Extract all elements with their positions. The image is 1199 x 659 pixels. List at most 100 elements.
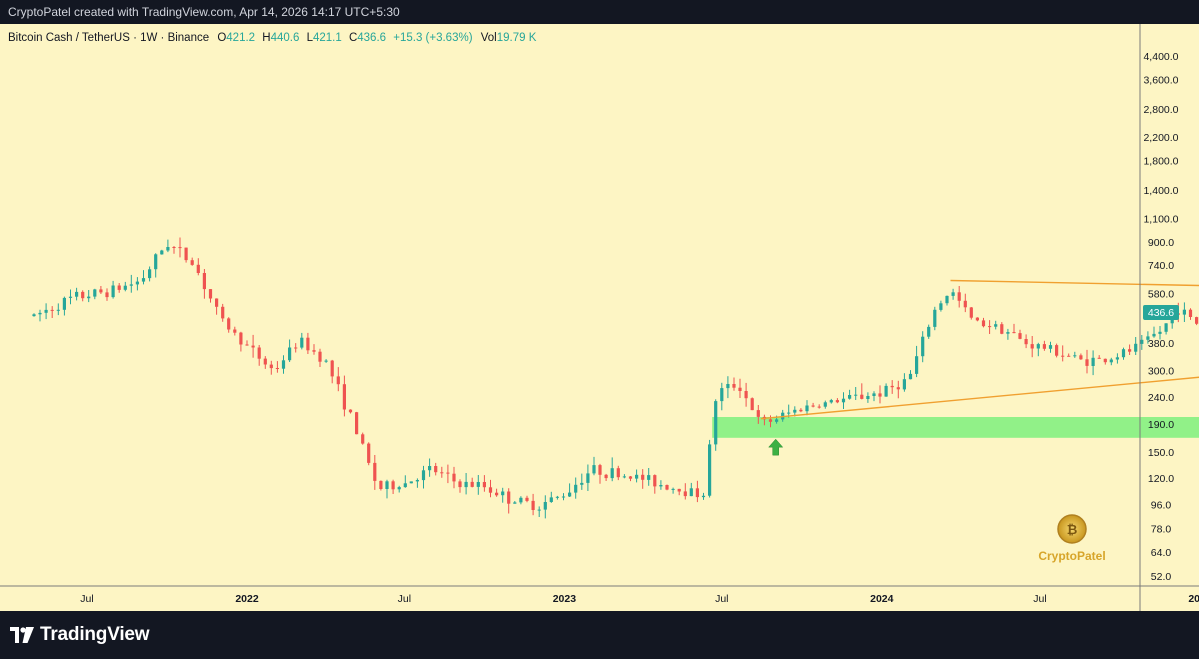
candle-body (884, 385, 888, 397)
candle-body (403, 483, 407, 488)
candle (689, 482, 693, 497)
candle (525, 495, 529, 503)
y-tick-label: 380.0 (1148, 338, 1174, 350)
candle (878, 385, 882, 404)
candle (172, 246, 176, 254)
candle (945, 295, 949, 306)
candle-body (221, 306, 225, 319)
candle-body (1109, 359, 1113, 363)
candle-body (683, 491, 687, 497)
candle-body (1048, 345, 1053, 349)
candle (1097, 355, 1101, 359)
candle-body (1061, 355, 1065, 357)
candle-body (87, 296, 91, 299)
candle (695, 480, 699, 503)
candle (1188, 308, 1193, 320)
candle (50, 306, 54, 318)
candle (421, 465, 426, 489)
candle (87, 290, 91, 303)
candle-body (239, 332, 243, 345)
candle (829, 398, 833, 404)
candle-body (969, 307, 973, 318)
candle (129, 274, 133, 293)
candle (1195, 316, 1199, 326)
y-tick-label: 150.0 (1148, 447, 1174, 459)
candle-body (336, 376, 340, 385)
tradingview-logo-text: TradingView (40, 624, 150, 645)
candle (1000, 322, 1004, 335)
candle (902, 373, 906, 392)
y-tick-label: 2,200.0 (1143, 132, 1178, 144)
candle (1152, 326, 1156, 338)
candle-body (829, 400, 833, 403)
candle-body (647, 475, 651, 480)
candle (397, 485, 401, 493)
candle-body (738, 387, 742, 391)
candle-body (921, 336, 925, 357)
y-tick-label: 1,800.0 (1143, 156, 1178, 168)
candle (300, 332, 304, 350)
candle-body (330, 360, 334, 377)
candle (428, 458, 432, 477)
candle-body (172, 247, 176, 248)
candle-body (586, 473, 590, 483)
candle (683, 483, 687, 500)
legend-open: 421.2 (226, 32, 255, 44)
candle-body (908, 373, 913, 380)
candle (854, 387, 858, 400)
candle (434, 462, 438, 476)
candle-body (604, 474, 608, 479)
candle (1103, 358, 1107, 365)
candle-body (963, 300, 967, 308)
price-chart[interactable]: Resistance TLSupport TLSupport 4,400.03,… (0, 24, 1199, 611)
candle (123, 281, 127, 292)
candle (488, 479, 493, 498)
candle (1085, 349, 1089, 374)
candle-body (641, 474, 645, 480)
candle (391, 479, 395, 494)
candle (75, 287, 79, 301)
resistance-trendline[interactable] (950, 279, 1199, 299)
support-zone[interactable] (712, 417, 1199, 438)
y-tick-label: 300.0 (1148, 366, 1174, 378)
candle (744, 382, 748, 407)
candle-body (391, 481, 395, 490)
candle (549, 491, 553, 503)
candle-body (367, 443, 371, 463)
candle (616, 465, 620, 481)
candle-body (866, 396, 870, 399)
candle-body (257, 347, 261, 359)
candle-body (525, 497, 529, 501)
candle (1067, 353, 1071, 357)
candle-body (677, 488, 681, 492)
candle-body (81, 291, 85, 299)
y-tick-label: 190.0 (1148, 419, 1174, 431)
candle (379, 480, 383, 491)
candle-body (689, 488, 693, 497)
support-trendline[interactable] (760, 319, 1199, 420)
candle (957, 286, 961, 308)
candle (1158, 326, 1162, 340)
y-tick-label: 120.0 (1148, 473, 1174, 485)
candle (872, 391, 876, 402)
time-axis[interactable]: Jul2022Jul2023Jul2024Jul2025Jul2026Jul20… (80, 593, 1199, 605)
candle (342, 375, 346, 417)
candle (507, 488, 511, 514)
y-tick-label: 1,100.0 (1143, 213, 1178, 225)
candle-body (62, 297, 66, 310)
x-tick-label: 2024 (870, 593, 894, 605)
candle-body (1000, 324, 1004, 334)
candle (154, 253, 158, 278)
candle (969, 307, 973, 320)
attribution-bar: CryptoPatel created with TradingView.com… (0, 0, 1199, 24)
tradingview-logo[interactable]: TradingView (10, 623, 150, 647)
candle (1006, 328, 1010, 340)
candle-body (99, 289, 103, 293)
candle (537, 506, 541, 517)
candle-body (1103, 358, 1107, 363)
candle (227, 317, 231, 333)
candle (659, 480, 663, 490)
chart-area[interactable]: Resistance TLSupport TLSupport 4,400.03,… (0, 24, 1199, 611)
candle (245, 340, 249, 346)
candle-body (1018, 333, 1022, 339)
